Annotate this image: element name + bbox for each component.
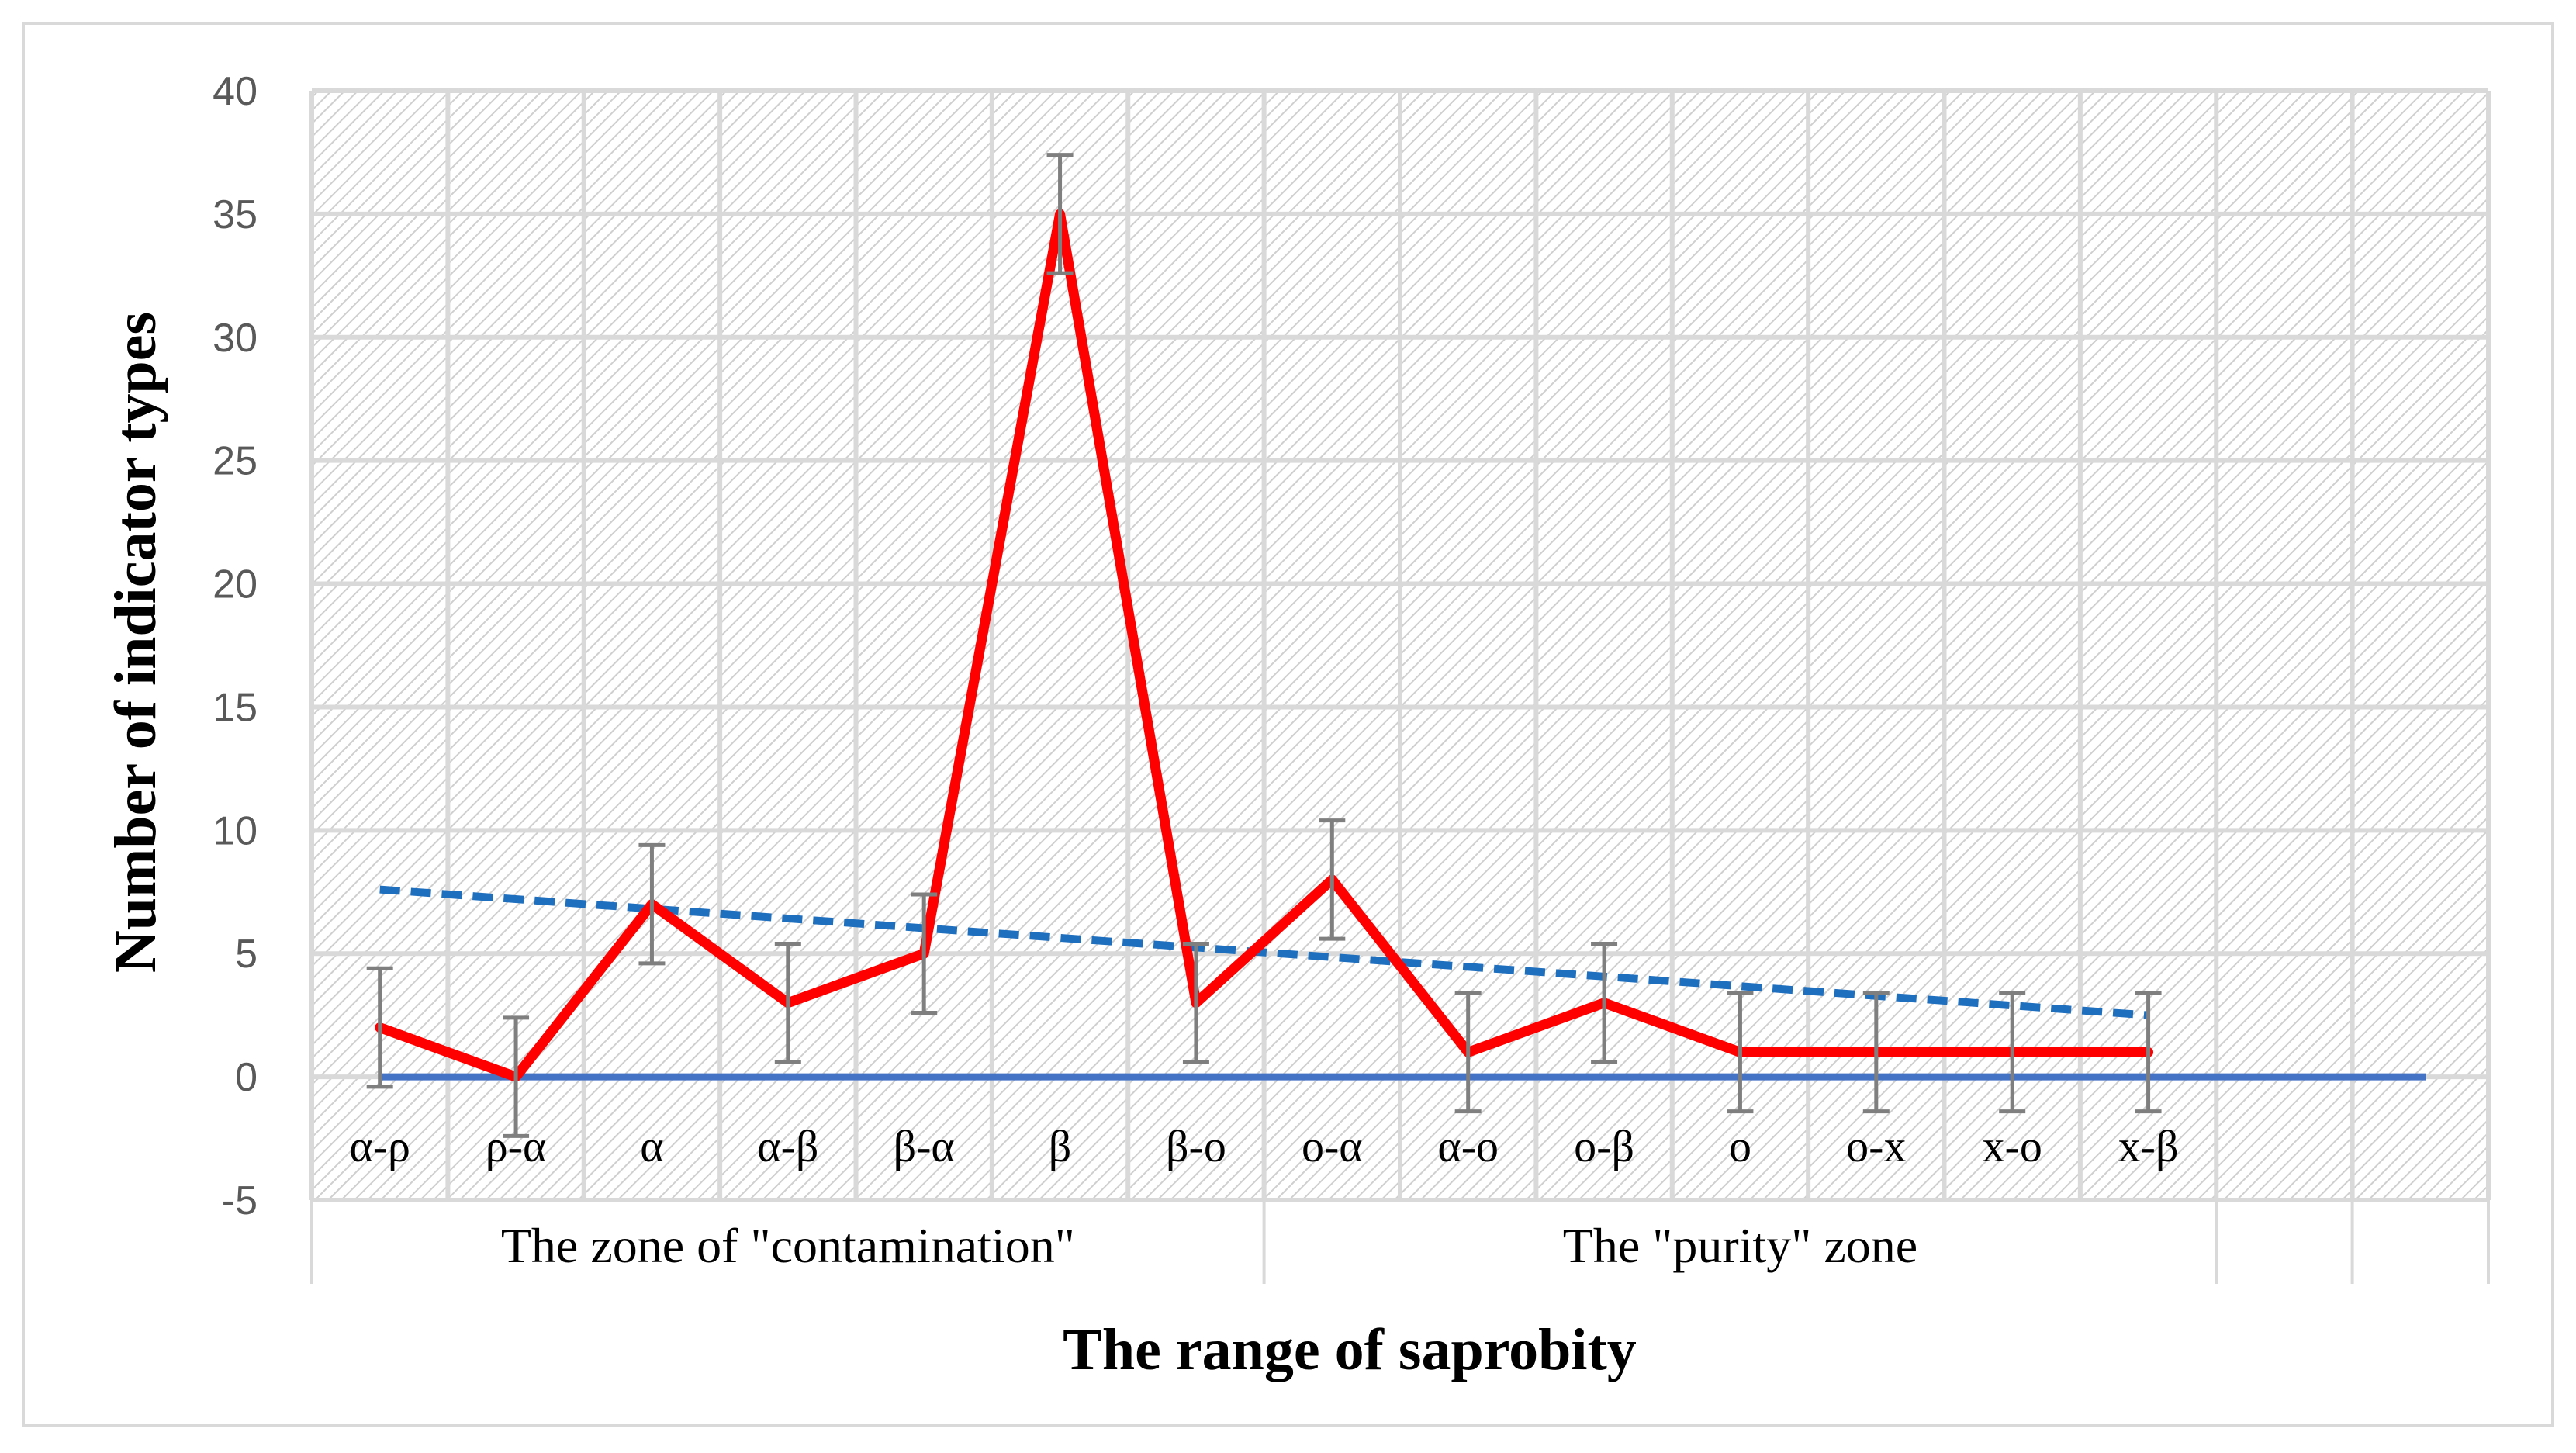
error-bars	[366, 153, 2162, 1138]
error-bar	[1319, 818, 1346, 941]
error-bar	[774, 942, 801, 1064]
error-bar	[1999, 991, 2026, 1114]
error-bar	[1591, 942, 1618, 1064]
x-tick-label: o-β	[1574, 1121, 1634, 1171]
x-tick-label: β	[1049, 1121, 1072, 1171]
x-tick-label: x-o	[1983, 1121, 2042, 1171]
x-tick-label: α-o	[1437, 1121, 1499, 1171]
error-bar	[1454, 991, 1482, 1114]
x-tick-label: o	[1729, 1121, 1751, 1171]
x-tick-label: o-α	[1302, 1121, 1363, 1171]
trend-line	[379, 885, 2149, 1019]
error-bar	[366, 966, 393, 1089]
y-tick-label: 35	[213, 192, 258, 237]
y-tick-label: 30	[213, 316, 258, 361]
error-bar	[1727, 991, 1754, 1114]
y-axis-ticks: 40 35 30 25 20 15 10 5 0 -5	[213, 69, 258, 1223]
x-tick-label: β-α	[894, 1121, 955, 1171]
series-line	[375, 209, 2154, 1082]
error-bar	[1862, 991, 1890, 1114]
error-bar	[503, 1015, 530, 1138]
y-tick-label: 20	[213, 562, 258, 607]
error-bar	[2135, 991, 2162, 1114]
y-tick-label: 15	[213, 685, 258, 730]
y-tick-label: -5	[222, 1178, 258, 1223]
x-tick-label: o-x	[1846, 1121, 1906, 1171]
y-tick-label: 10	[213, 808, 258, 853]
category-axis: α-ρ ρ-α α α-β β-α β β-o o-α α-o o-β o o-x x-o x-βThe …	[310, 1121, 2490, 1284]
y-tick-label: 40	[213, 69, 258, 114]
group-label: The "purity" zone	[1563, 1218, 1917, 1273]
y-tick-label: 5	[235, 932, 258, 977]
x-tick-label: β-o	[1166, 1121, 1226, 1171]
y-tick-label: 0	[235, 1055, 258, 1100]
x-axis-title: The range of saprobity	[1063, 1317, 1637, 1382]
x-tick-label: α-β	[757, 1121, 818, 1171]
x-tick-label: α-ρ	[349, 1121, 410, 1171]
error-bar	[1046, 153, 1074, 275]
error-bar	[911, 892, 938, 1015]
y-tick-label: 25	[213, 439, 258, 484]
x-tick-label: α	[640, 1121, 663, 1171]
error-bar	[1182, 942, 1209, 1064]
error-bar	[638, 842, 666, 966]
gridlines	[309, 88, 2491, 1202]
group-label: The zone of "contamination"	[501, 1218, 1075, 1273]
y-axis-title: Number of indicator types	[103, 312, 168, 973]
x-tick-label: x-β	[2118, 1121, 2179, 1171]
plot-lines	[375, 209, 2426, 1082]
